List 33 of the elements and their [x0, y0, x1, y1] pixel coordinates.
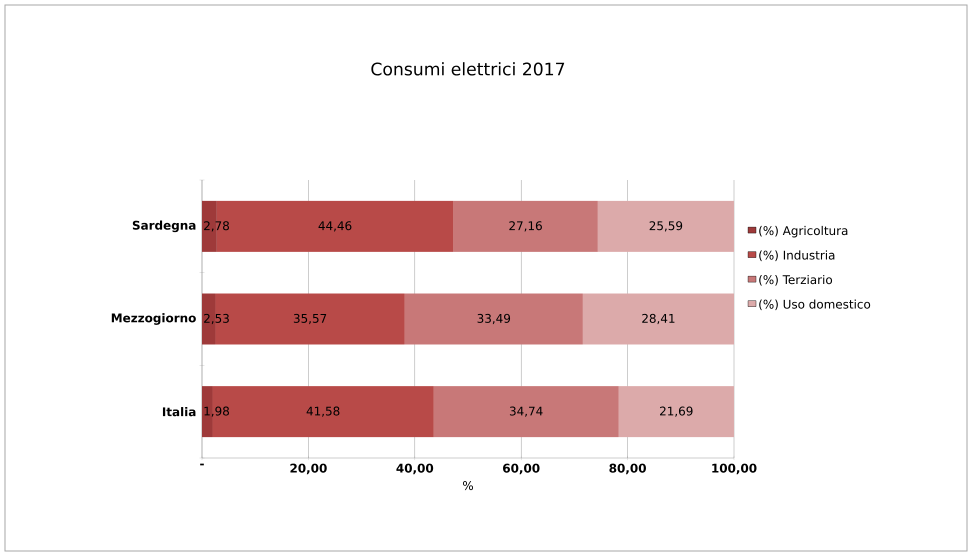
x-tick-label: -: [200, 464, 204, 466]
bar: [598, 200, 734, 252]
legend-label: (%) Agricoltura: [759, 226, 848, 238]
bar: [434, 386, 619, 438]
bar: [404, 294, 583, 344]
data-label: 25,59: [650, 221, 682, 232]
x-tick-label: 60,00: [503, 464, 540, 474]
x-tick-label: 100,00: [712, 464, 757, 474]
x-axis-title: %: [462, 481, 474, 490]
bar: [582, 294, 734, 344]
data-label: 41,58: [306, 406, 340, 417]
y-tick-label: Mezzogiorno: [112, 313, 196, 325]
chart-title: Consumi elettrici 2017: [371, 62, 564, 76]
bar: [618, 386, 734, 438]
data-label: 28,41: [642, 314, 674, 324]
data-label: 35,57: [294, 314, 326, 324]
y-tick-label: Sardegna: [132, 220, 196, 232]
x-tick-label: 40,00: [396, 464, 434, 474]
x-tick-label: 80,00: [609, 464, 646, 474]
legend-label: (%) Terziario: [759, 274, 832, 286]
data-label: 44,46: [318, 221, 352, 232]
data-label: 34,74: [510, 406, 543, 417]
data-label: 27,16: [509, 221, 542, 232]
data-label: 1,98: [204, 406, 229, 417]
legend-label: (%) Uso domestico: [759, 299, 870, 310]
y-tick-label: Italia: [162, 407, 196, 416]
data-label: 2,53: [204, 314, 229, 324]
data-label: 33,49: [478, 314, 510, 324]
data-label: 21,69: [660, 406, 693, 417]
data-label: 2,78: [204, 221, 229, 232]
legend-label: (%) Industria: [759, 250, 834, 262]
x-tick-label: 20,00: [290, 464, 327, 474]
bar: [453, 200, 598, 252]
